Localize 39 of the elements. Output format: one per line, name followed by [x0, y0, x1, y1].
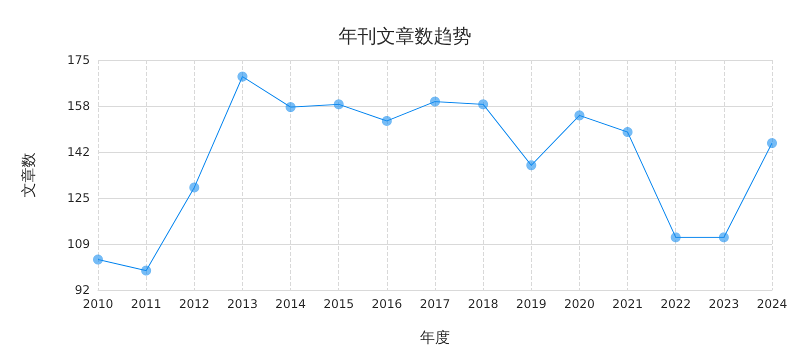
point: [286, 102, 296, 112]
x-axis-title: 年度: [420, 328, 450, 346]
x-tick-label: 2010: [82, 297, 114, 311]
x-tick-label: 2012: [179, 297, 210, 311]
point: [382, 116, 392, 126]
point: [574, 110, 584, 120]
x-tick-label: 2016: [372, 297, 402, 311]
point: [718, 232, 729, 242]
point: [141, 266, 152, 276]
y-axis-title: 文章数: [20, 152, 38, 198]
x-tick-label: 2024: [756, 297, 788, 311]
y-tick-label: 109: [67, 237, 90, 251]
x-tick-label: 2020: [564, 297, 595, 311]
point: [767, 138, 777, 148]
x-tick-label: 2015: [323, 297, 354, 311]
y-tick-label: 158: [67, 99, 90, 113]
point: [93, 254, 103, 265]
point: [622, 127, 633, 138]
x-tick-label: 2023: [708, 297, 740, 311]
x-tick-label: 2018: [468, 297, 498, 311]
point: [430, 96, 440, 107]
x-tick-label: 2021: [612, 297, 643, 311]
chart-title: 年刊文章数趋势: [338, 26, 472, 48]
y-tick-label: 142: [67, 145, 90, 159]
point: [478, 99, 488, 110]
x-tick-label: 2011: [130, 297, 162, 311]
x-tick-label: 2019: [516, 297, 547, 311]
y-tick-label: 125: [67, 191, 90, 205]
x-tick-label: 2017: [420, 297, 450, 311]
x-tick-label: 2013: [227, 297, 258, 311]
point: [334, 99, 344, 110]
point: [526, 160, 536, 170]
point: [670, 232, 681, 242]
point: [189, 182, 200, 192]
y-tick-label: 175: [67, 53, 90, 67]
x-tick-label: 2014: [275, 297, 306, 311]
point: [237, 72, 248, 82]
x-tick-label: 2022: [660, 297, 691, 311]
y-tick-label: 92: [74, 283, 90, 297]
